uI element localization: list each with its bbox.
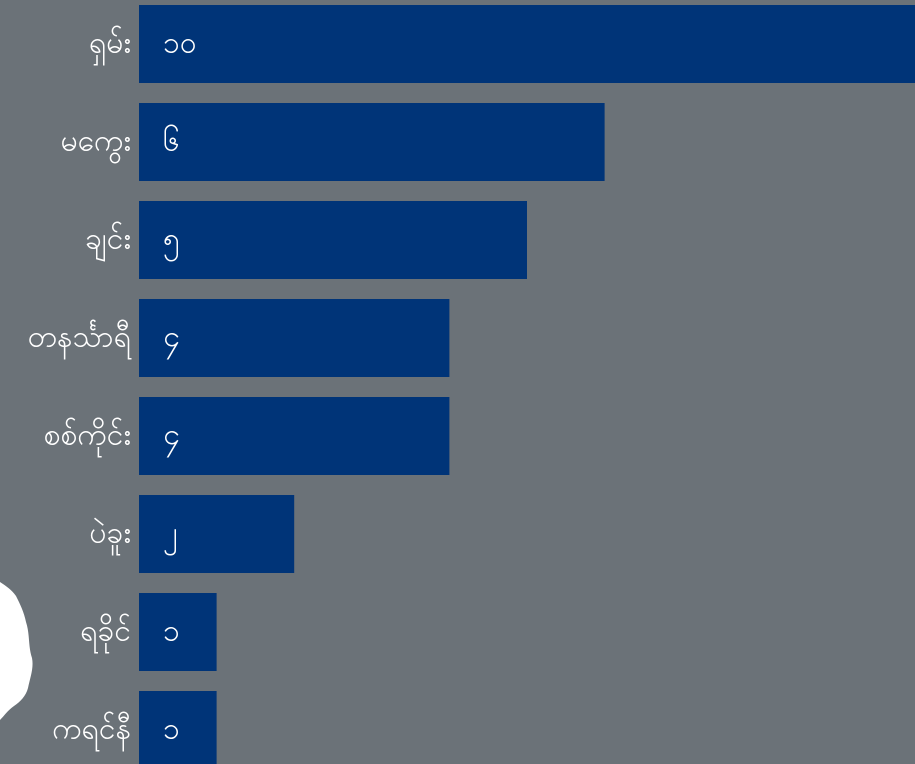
value-label-2: ၅ [163, 222, 180, 263]
value-label-0: ၁၀ [163, 26, 197, 61]
bar-1 [139, 103, 605, 181]
value-label-3: ၄ [163, 320, 180, 361]
category-label-6: ရခိုင် [80, 614, 131, 655]
bar-4 [139, 397, 450, 475]
bar-0 [139, 5, 915, 83]
bar-5 [139, 495, 295, 573]
value-label-7: ၁ [163, 712, 180, 747]
category-label-2: ချင်း [85, 222, 131, 263]
value-label-1: ၆ [163, 123, 180, 159]
value-label-4: ၄ [163, 418, 180, 459]
bar-6 [139, 593, 217, 671]
bar-3 [139, 299, 450, 377]
value-label-6: ၁ [163, 614, 180, 649]
category-label-0: ရှမ်း [89, 26, 131, 67]
category-label-7: ကရင်နီ [52, 712, 131, 753]
category-label-4: စစ်ကိုင်း [44, 418, 131, 459]
category-label-1: မကွေး [61, 124, 131, 165]
bar-7 [139, 691, 217, 764]
map-silhouette-decoration [0, 582, 33, 720]
category-label-3: တနင်္သာရီ [28, 320, 133, 361]
bar-2 [139, 201, 527, 279]
value-label-5: ၂ [163, 516, 178, 557]
category-label-5: ပဲခူး [89, 516, 131, 557]
map-fill-shape [0, 582, 33, 720]
